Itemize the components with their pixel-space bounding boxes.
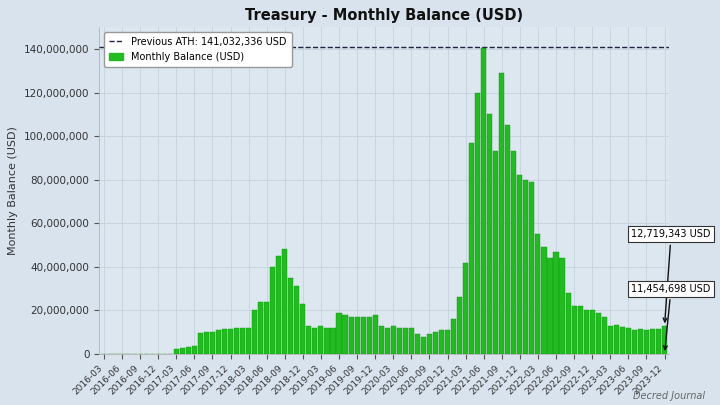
Bar: [373, 315, 378, 354]
Bar: [644, 330, 649, 354]
Bar: [433, 332, 438, 354]
Bar: [330, 328, 336, 354]
Bar: [264, 302, 269, 354]
Bar: [620, 327, 625, 354]
Bar: [475, 93, 480, 354]
Bar: [270, 267, 275, 354]
Bar: [493, 151, 498, 354]
Text: 11,454,698 USD: 11,454,698 USD: [631, 284, 711, 350]
Bar: [529, 182, 534, 354]
Bar: [523, 180, 528, 354]
Bar: [294, 286, 300, 354]
Bar: [325, 328, 330, 354]
Bar: [547, 258, 552, 354]
Bar: [487, 114, 492, 354]
Bar: [192, 346, 197, 354]
Bar: [343, 315, 348, 354]
Bar: [354, 317, 360, 354]
Bar: [210, 332, 215, 354]
Bar: [638, 329, 643, 354]
Bar: [420, 337, 426, 354]
Bar: [427, 335, 432, 354]
Bar: [397, 328, 402, 354]
Bar: [384, 328, 390, 354]
Bar: [602, 317, 607, 354]
Bar: [595, 313, 600, 354]
Bar: [312, 328, 318, 354]
Bar: [402, 328, 408, 354]
Bar: [300, 304, 305, 354]
Bar: [608, 326, 613, 354]
Bar: [517, 175, 523, 354]
Bar: [222, 329, 227, 354]
Bar: [288, 278, 293, 354]
Bar: [361, 317, 366, 354]
Bar: [216, 330, 221, 354]
Bar: [451, 319, 456, 354]
Bar: [336, 313, 341, 354]
Bar: [626, 328, 631, 354]
Bar: [366, 317, 372, 354]
Title: Treasury - Monthly Balance (USD): Treasury - Monthly Balance (USD): [245, 9, 523, 23]
Bar: [632, 330, 637, 354]
Text: Decred Journal: Decred Journal: [634, 391, 706, 401]
Bar: [252, 310, 257, 354]
Text: 12,719,343 USD: 12,719,343 USD: [631, 229, 711, 322]
Bar: [577, 306, 582, 354]
Bar: [463, 262, 468, 354]
Bar: [511, 151, 516, 354]
Bar: [554, 252, 559, 354]
Bar: [481, 48, 486, 354]
Bar: [541, 247, 546, 354]
Bar: [306, 326, 312, 354]
Bar: [505, 125, 510, 354]
Bar: [204, 332, 209, 354]
Legend: Previous ATH: 141,032,336 USD, Monthly Balance (USD): Previous ATH: 141,032,336 USD, Monthly B…: [104, 32, 292, 67]
Bar: [234, 328, 239, 354]
Bar: [439, 330, 444, 354]
Bar: [174, 349, 179, 354]
Bar: [656, 329, 661, 354]
Bar: [282, 249, 287, 354]
Bar: [240, 328, 245, 354]
Bar: [536, 234, 541, 354]
Bar: [457, 297, 462, 354]
Bar: [650, 329, 655, 354]
Bar: [258, 302, 264, 354]
Y-axis label: Monthly Balance (USD): Monthly Balance (USD): [9, 126, 18, 255]
Bar: [499, 73, 504, 354]
Bar: [180, 348, 185, 354]
Bar: [228, 329, 233, 354]
Bar: [469, 143, 474, 354]
Bar: [559, 258, 564, 354]
Bar: [445, 330, 450, 354]
Bar: [198, 333, 203, 354]
Bar: [613, 324, 619, 354]
Bar: [318, 326, 323, 354]
Bar: [662, 326, 667, 354]
Bar: [348, 317, 354, 354]
Bar: [186, 347, 191, 354]
Bar: [409, 328, 414, 354]
Bar: [391, 326, 396, 354]
Bar: [276, 256, 282, 354]
Bar: [590, 310, 595, 354]
Bar: [584, 310, 589, 354]
Bar: [415, 335, 420, 354]
Bar: [379, 326, 384, 354]
Bar: [572, 306, 577, 354]
Bar: [565, 293, 571, 354]
Bar: [246, 328, 251, 354]
